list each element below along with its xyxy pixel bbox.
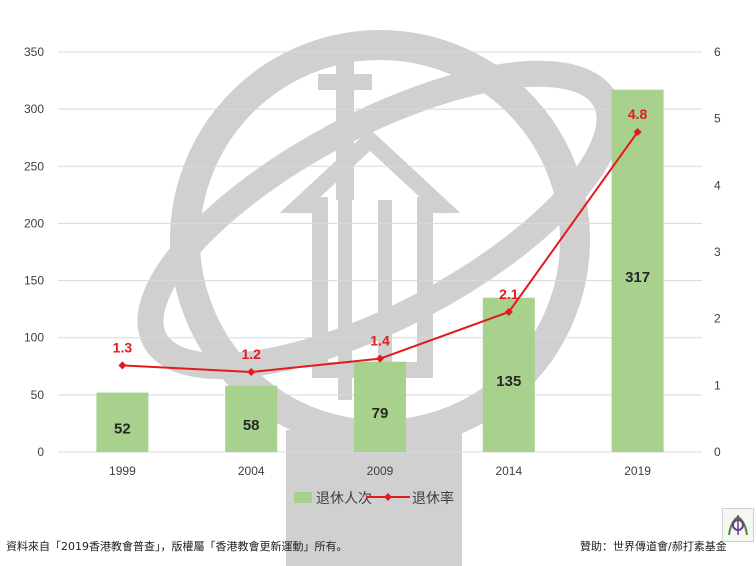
line-data-label: 4.8 xyxy=(628,106,648,122)
line-data-label: 1.4 xyxy=(370,333,390,349)
footer-source-note: 資料來自「2019香港教會普查」，版權屬「香港教會更新運動」所有。 xyxy=(6,540,348,553)
line-data-label: 2.1 xyxy=(499,286,519,302)
line-data-label: 1.3 xyxy=(113,339,133,355)
x-tick-label: 2009 xyxy=(367,464,394,478)
x-tick-label: 2014 xyxy=(495,464,522,478)
y-right-tick-label: 4 xyxy=(714,178,721,192)
church-watermark-icon xyxy=(137,30,623,566)
x-tick-label: 1999 xyxy=(109,464,136,478)
line-point xyxy=(504,308,513,316)
y-right-tick-label: 0 xyxy=(714,445,721,459)
x-tick-label: 2019 xyxy=(624,464,651,478)
legend-bar-swatch xyxy=(294,492,312,503)
bar-data-label: 317 xyxy=(625,269,650,286)
y-right-tick-label: 3 xyxy=(714,245,721,259)
line-point xyxy=(247,368,256,376)
bar-data-label: 79 xyxy=(372,405,389,422)
y-left-tick-label: 100 xyxy=(24,331,44,345)
legend-line-label: 退休率 xyxy=(412,490,454,507)
y-left-tick-label: 50 xyxy=(31,388,45,402)
legend-bar-label: 退休人次 xyxy=(316,491,372,507)
bar xyxy=(611,89,664,452)
bar-data-label: 58 xyxy=(243,417,260,434)
y-right-tick-label: 2 xyxy=(714,312,721,326)
line-point xyxy=(118,361,127,370)
y-left-tick-label: 300 xyxy=(24,102,44,116)
y-left-tick-label: 200 xyxy=(24,216,44,230)
bar xyxy=(354,361,406,452)
y-left-tick-label: 350 xyxy=(24,45,44,59)
y-right-tick-label: 6 xyxy=(714,45,721,59)
line-point xyxy=(633,128,642,136)
bar xyxy=(482,297,535,452)
bar-data-label: 135 xyxy=(496,373,521,390)
line-point xyxy=(376,354,384,363)
bar xyxy=(96,392,149,452)
line-data-label: 1.2 xyxy=(241,346,261,362)
legend: 退休人次 退休率 xyxy=(294,490,454,507)
bar xyxy=(225,385,278,452)
legend-line-marker xyxy=(384,493,392,501)
y-left-tick-label: 250 xyxy=(24,159,44,173)
y-right-tick-label: 5 xyxy=(714,112,721,126)
y-right-tick-label: 1 xyxy=(714,378,721,392)
y-left-tick-label: 0 xyxy=(37,445,44,459)
y-left-tick-label: 150 xyxy=(24,274,44,288)
bar-data-label: 52 xyxy=(114,420,131,437)
x-tick-label: 2004 xyxy=(238,464,265,478)
sponsor-logo-icon xyxy=(722,508,754,542)
footer-sponsor-note: 贊助：世界傳道會/郝打素基金 xyxy=(580,540,727,553)
